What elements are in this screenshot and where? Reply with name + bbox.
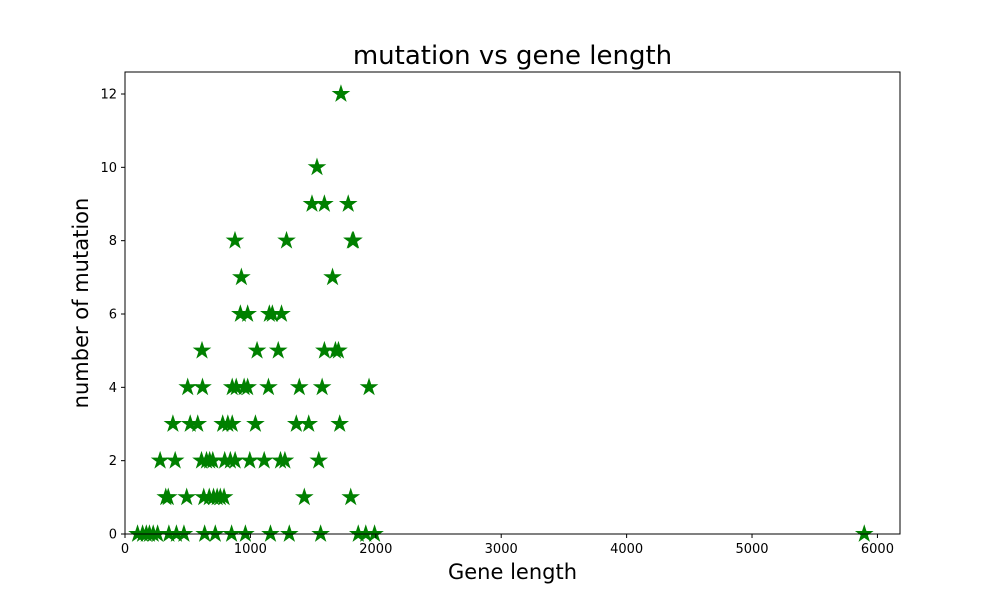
data-point-star — [279, 524, 299, 542]
y-tick-label: 6 — [109, 308, 117, 323]
plot-area-frame — [124, 71, 901, 535]
y-tick-label: 4 — [109, 381, 117, 396]
data-point-star — [329, 340, 348, 359]
data-point-star — [236, 524, 255, 542]
data-point-star — [290, 377, 309, 396]
data-point-star — [312, 377, 332, 396]
data-point-star — [222, 414, 242, 432]
x-axis-label: Gene length — [448, 560, 577, 584]
data-point-star — [205, 524, 225, 542]
data-point-star — [323, 267, 342, 286]
data-point-star — [193, 377, 212, 396]
data-point-star — [163, 414, 183, 432]
y-tick-label: 10 — [100, 161, 117, 176]
data-point-star — [238, 304, 257, 322]
data-point-star — [232, 267, 251, 286]
data-point-star — [174, 524, 194, 542]
data-point-star — [192, 340, 212, 359]
x-tick-label: 3000 — [485, 542, 518, 557]
y-tick-label: 2 — [109, 454, 117, 469]
x-tick-label: 0 — [121, 542, 129, 557]
data-point-star — [225, 230, 245, 249]
data-point-star — [307, 157, 327, 176]
data-point-star — [299, 414, 319, 432]
data-point-star — [261, 524, 280, 542]
data-point-star — [214, 487, 234, 506]
x-tick-label: 4000 — [610, 542, 643, 557]
data-point-star — [315, 194, 334, 212]
data-point-star — [311, 524, 330, 542]
data-point-star — [277, 230, 296, 249]
data-point-star — [309, 450, 329, 469]
data-point-star — [178, 377, 198, 396]
x-tick-label: 2000 — [359, 542, 392, 557]
data-point-star — [854, 524, 874, 542]
data-point-star — [165, 450, 185, 469]
data-point-star — [338, 194, 358, 212]
data-point-star — [238, 377, 257, 396]
data-point-star — [341, 487, 361, 506]
x-tick-label: 1000 — [234, 542, 267, 557]
y-tick-label: 12 — [100, 88, 117, 103]
data-point-star — [268, 340, 288, 359]
data-point-star — [246, 414, 265, 432]
data-point-star — [158, 487, 178, 506]
data-point-star — [275, 450, 295, 469]
y-tick-label: 0 — [109, 528, 117, 543]
data-point-star — [344, 230, 363, 249]
data-point-star — [150, 450, 170, 469]
y-tick-label: 8 — [109, 234, 117, 249]
data-point-star — [331, 84, 351, 102]
data-point-star — [295, 487, 314, 506]
data-point-star — [259, 377, 278, 396]
y-axis-label: number of mutation — [69, 198, 93, 409]
data-point-star — [365, 524, 384, 542]
chart-title: mutation vs gene length — [353, 41, 672, 71]
data-points — [128, 84, 874, 542]
data-point-star — [359, 377, 379, 396]
data-point-star — [188, 414, 208, 432]
data-point-star — [254, 450, 274, 469]
data-point-star — [330, 414, 350, 432]
data-point-star — [177, 487, 197, 506]
data-point-star — [247, 340, 267, 359]
x-tick-label: 6000 — [861, 542, 894, 557]
axis-ticks: 0 1000 2000 3000 4000 5000 6000 0 2 4 6 8 10 12 — [100, 88, 894, 558]
data-point-star — [272, 304, 291, 322]
x-tick-label: 5000 — [735, 542, 768, 557]
